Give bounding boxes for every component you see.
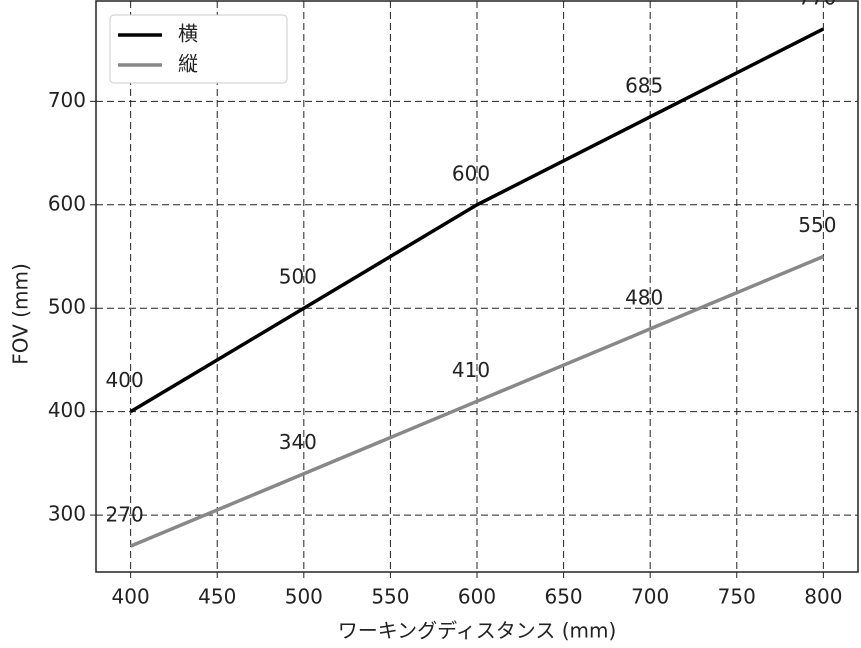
legend-label: 横 — [178, 22, 198, 46]
x-tick-label: 800 — [804, 585, 842, 609]
x-tick-label: 700 — [631, 585, 669, 609]
series-line — [129, 27, 825, 414]
data-label: 410 — [452, 358, 490, 382]
x-tick-label: 400 — [112, 585, 150, 609]
data-label: 550 — [798, 213, 836, 237]
data-label: 685 — [625, 73, 663, 97]
x-tick-label: 500 — [285, 585, 323, 609]
data-label: 500 — [279, 265, 317, 289]
legend-box — [109, 14, 288, 84]
series-line — [129, 254, 825, 548]
data-label: 600 — [452, 161, 490, 185]
data-label: 340 — [279, 430, 317, 454]
x-tick-label: 650 — [544, 585, 582, 609]
legend-label: 縦 — [178, 52, 198, 76]
y-tick-label: 700 — [48, 88, 86, 112]
data-label: 270 — [106, 503, 144, 527]
x-axis-label: ワーキングディスタンス (mm) — [338, 619, 617, 643]
y-tick-label: 600 — [48, 191, 86, 215]
data-label: 400 — [106, 368, 144, 392]
data-label: 770 — [798, 0, 836, 9]
x-tick-label: 550 — [371, 585, 409, 609]
x-tick-label: 450 — [198, 585, 236, 609]
plot-frame — [95, 0, 859, 573]
y-tick-label: 300 — [48, 502, 86, 526]
y-tick-label: 500 — [48, 295, 86, 319]
data-label: 480 — [625, 285, 663, 309]
y-axis-label: FOV (mm) — [9, 263, 33, 365]
y-tick-label: 400 — [48, 398, 86, 422]
x-tick-label: 750 — [718, 585, 756, 609]
x-tick-label: 600 — [458, 585, 496, 609]
